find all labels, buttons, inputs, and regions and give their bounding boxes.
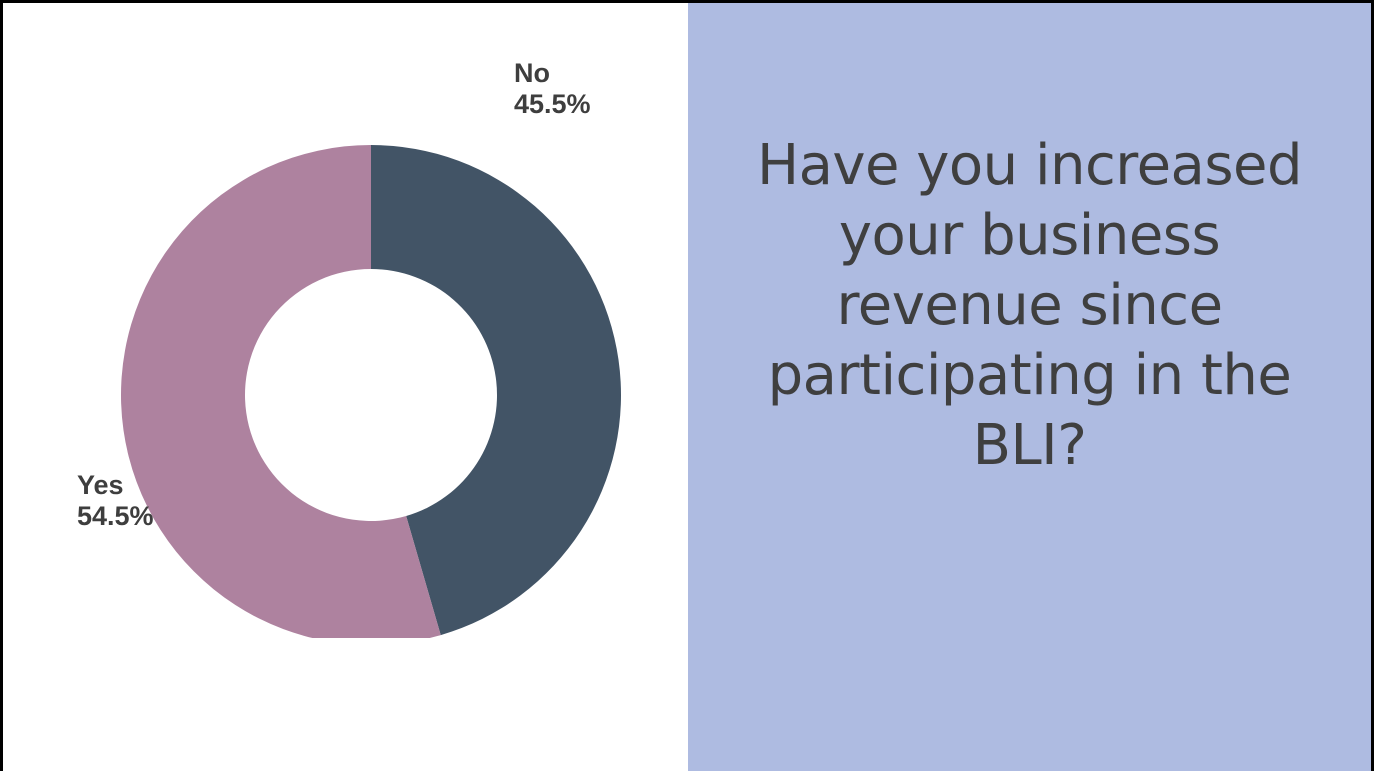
- slice-label-yes: Yes 54.5%: [77, 470, 154, 532]
- slice-label-no-value: 45.5%: [514, 89, 591, 119]
- donut-slice-no: [371, 145, 622, 636]
- donut-slices: [121, 145, 622, 645]
- chart-crop-mask: [3, 638, 688, 771]
- donut-slice-yes: [121, 145, 441, 645]
- question-panel: Have you increased your business revenue…: [688, 3, 1371, 771]
- chart-panel: No 45.5% Yes 54.5%: [3, 3, 688, 771]
- question-text: Have you increased your business revenue…: [756, 133, 1303, 478]
- slice-label-no: No 45.5%: [514, 58, 591, 120]
- slice-label-no-name: No: [514, 58, 550, 88]
- donut-chart: [3, 145, 688, 771]
- slice-label-yes-value: 54.5%: [77, 501, 154, 531]
- slice-label-yes-name: Yes: [77, 470, 124, 500]
